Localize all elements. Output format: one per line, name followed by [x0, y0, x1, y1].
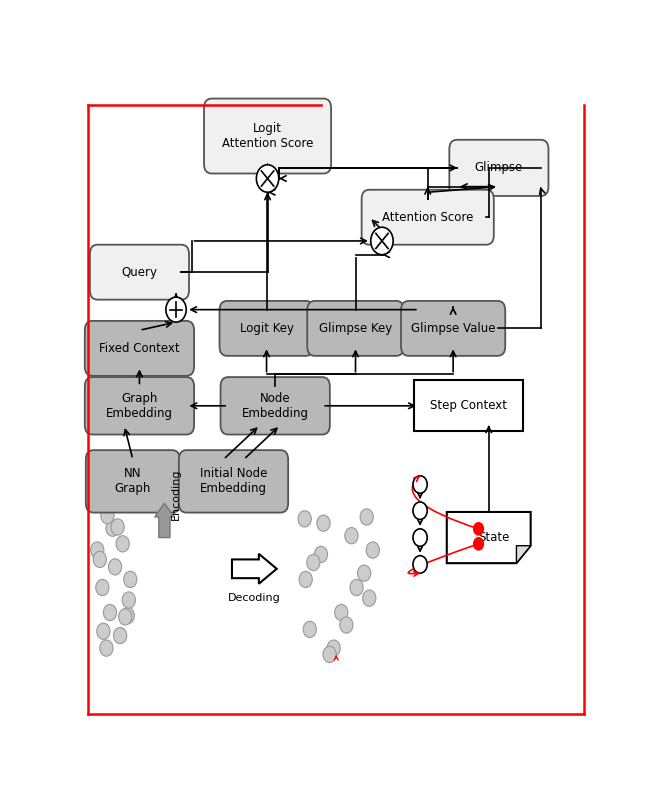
Circle shape: [366, 542, 379, 558]
FancyBboxPatch shape: [414, 380, 523, 431]
Circle shape: [360, 508, 373, 525]
Text: Logit
Attention Score: Logit Attention Score: [222, 122, 314, 150]
Text: Attention Score: Attention Score: [382, 211, 474, 224]
Circle shape: [119, 609, 132, 625]
Text: Query: Query: [121, 266, 157, 279]
Circle shape: [104, 604, 117, 620]
Circle shape: [317, 515, 330, 531]
Circle shape: [108, 559, 121, 575]
Polygon shape: [447, 512, 531, 563]
Circle shape: [121, 607, 134, 624]
Text: Graph
Embedding: Graph Embedding: [106, 392, 173, 420]
Text: Encoding: Encoding: [171, 469, 180, 521]
Polygon shape: [232, 554, 277, 584]
Text: State: State: [478, 531, 510, 544]
Circle shape: [303, 621, 316, 637]
Text: Step Context: Step Context: [430, 399, 507, 412]
Text: Glimpse Value: Glimpse Value: [411, 322, 495, 335]
Circle shape: [91, 542, 104, 558]
Circle shape: [413, 502, 427, 520]
Circle shape: [363, 590, 376, 607]
Circle shape: [166, 297, 186, 322]
Circle shape: [100, 640, 113, 656]
FancyBboxPatch shape: [307, 301, 404, 356]
Circle shape: [327, 640, 340, 656]
FancyBboxPatch shape: [204, 99, 331, 174]
Circle shape: [323, 646, 336, 663]
FancyBboxPatch shape: [220, 301, 314, 356]
Text: Logit Key: Logit Key: [239, 322, 293, 335]
Text: NN
Graph: NN Graph: [115, 467, 151, 496]
Circle shape: [350, 579, 363, 595]
FancyBboxPatch shape: [361, 190, 494, 245]
Circle shape: [299, 571, 312, 587]
Polygon shape: [516, 546, 531, 563]
FancyBboxPatch shape: [90, 245, 189, 299]
Text: Glimpse: Glimpse: [475, 161, 523, 174]
FancyBboxPatch shape: [220, 377, 330, 435]
Circle shape: [413, 529, 427, 547]
Circle shape: [413, 476, 427, 493]
Text: Decoding: Decoding: [228, 593, 281, 603]
Circle shape: [93, 551, 106, 568]
FancyBboxPatch shape: [85, 377, 194, 435]
FancyBboxPatch shape: [401, 301, 505, 356]
Text: Fixed Context: Fixed Context: [99, 342, 180, 355]
Text: Node
Embedding: Node Embedding: [241, 392, 309, 420]
FancyBboxPatch shape: [179, 450, 288, 513]
Circle shape: [335, 604, 348, 620]
Circle shape: [101, 508, 114, 524]
Circle shape: [473, 537, 484, 551]
FancyBboxPatch shape: [85, 321, 194, 375]
Circle shape: [122, 592, 135, 608]
FancyBboxPatch shape: [449, 139, 548, 196]
Circle shape: [345, 528, 358, 544]
Text: Initial Node
Embedding: Initial Node Embedding: [200, 467, 267, 496]
Circle shape: [340, 617, 353, 633]
Circle shape: [116, 536, 129, 552]
Circle shape: [314, 547, 327, 563]
Circle shape: [413, 556, 427, 573]
Circle shape: [96, 579, 109, 595]
Circle shape: [298, 511, 312, 527]
Circle shape: [106, 520, 119, 536]
Circle shape: [124, 571, 137, 587]
Circle shape: [371, 227, 393, 255]
Circle shape: [96, 623, 110, 639]
Text: Glimpse Key: Glimpse Key: [319, 322, 392, 335]
Circle shape: [113, 628, 127, 644]
Circle shape: [111, 519, 124, 535]
Circle shape: [473, 522, 484, 536]
Polygon shape: [155, 503, 174, 538]
FancyBboxPatch shape: [86, 450, 180, 513]
Circle shape: [256, 165, 279, 192]
Circle shape: [307, 555, 320, 571]
Circle shape: [358, 565, 371, 581]
